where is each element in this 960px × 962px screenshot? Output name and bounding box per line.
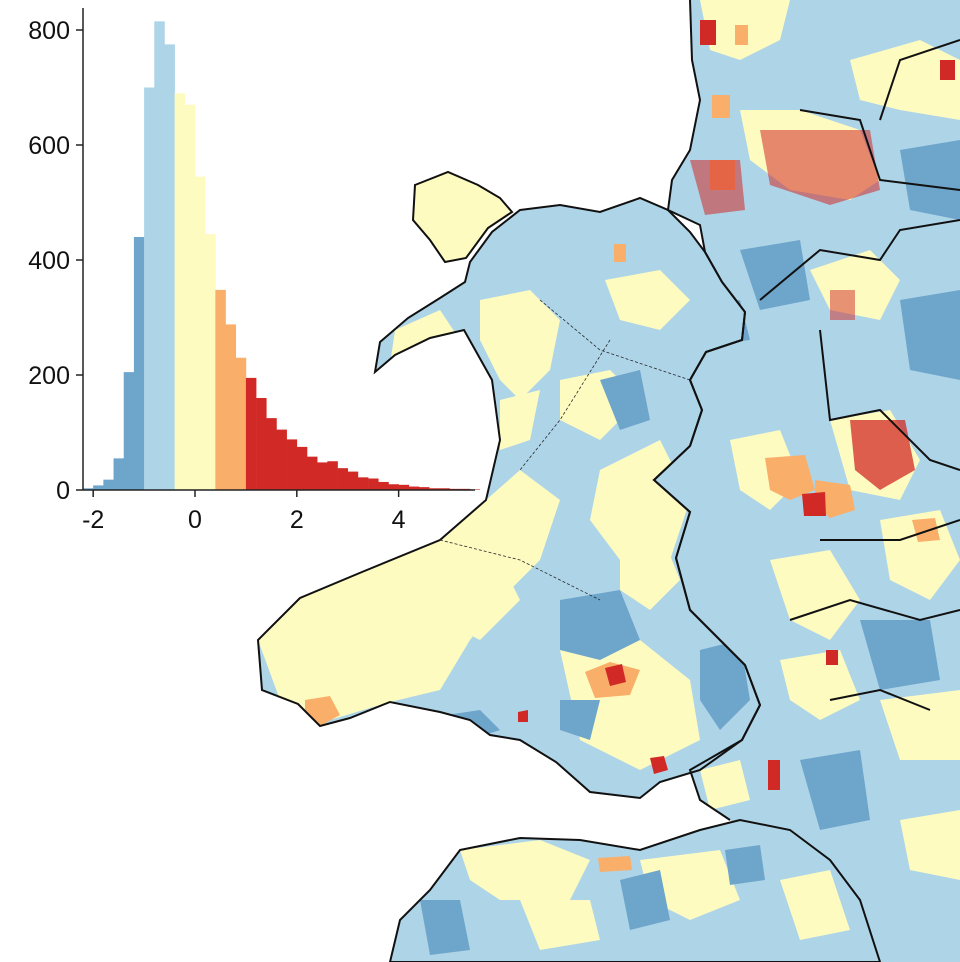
histogram-bar	[83, 488, 94, 490]
histogram-bar	[419, 487, 430, 490]
histogram-bar	[408, 486, 420, 490]
internal-boundaries	[439, 299, 691, 601]
histogram-bar	[113, 458, 125, 490]
histogram-bar	[215, 289, 226, 490]
sw-patches	[420, 840, 850, 955]
histogram-bar	[225, 324, 237, 490]
histogram-bar	[317, 462, 328, 490]
histogram-bar	[307, 456, 318, 490]
histogram-bar	[398, 484, 410, 490]
histogram-bar	[296, 446, 308, 490]
wales-patches	[258, 244, 750, 774]
histogram-bar	[195, 176, 206, 490]
histogram-bar	[205, 234, 216, 490]
histogram-bar	[368, 478, 379, 490]
x-tick-label: 2	[290, 506, 304, 534]
histogram-bar	[164, 44, 175, 490]
histogram-bar	[347, 471, 359, 490]
x-tick-label: -2	[82, 506, 104, 534]
histogram-bar	[357, 477, 369, 490]
histogram-bar	[235, 357, 247, 490]
x-tick-label: 4	[392, 506, 406, 534]
y-tick-label: 0	[56, 477, 70, 505]
histogram-bar	[154, 21, 165, 490]
histogram-bar	[133, 237, 145, 490]
histogram-bar	[256, 398, 267, 490]
x-tick-label: 0	[188, 506, 202, 534]
histogram-bar	[337, 468, 349, 490]
histogram-bar	[266, 418, 277, 490]
histogram-bar	[103, 479, 114, 490]
histogram-bar	[93, 485, 104, 490]
histogram-bar	[184, 104, 196, 490]
histogram-bar	[123, 372, 135, 490]
histogram-bar	[276, 429, 287, 490]
histogram-bar	[378, 481, 389, 490]
x-axis-ticks: -2 0 2 4	[82, 490, 406, 534]
y-tick-label: 400	[28, 247, 70, 275]
histogram-bar	[286, 439, 298, 490]
histogram-bar	[439, 488, 450, 490]
histogram-bar	[429, 488, 440, 490]
land-regions	[258, 0, 960, 962]
y-tick-label: 600	[28, 132, 70, 160]
histogram-bar	[144, 87, 155, 490]
histogram-bar	[388, 484, 399, 490]
histogram: 0 200 400 600 800 -2 0 2 4	[28, 8, 480, 534]
histogram-bars	[83, 21, 480, 490]
histogram-bar	[174, 93, 186, 490]
histogram-bar	[245, 377, 257, 490]
y-tick-label: 800	[28, 17, 70, 45]
histogram-bar	[327, 461, 338, 490]
y-axis-ticks: 0 200 400 600 800	[28, 17, 83, 505]
y-tick-label: 200	[28, 362, 70, 390]
